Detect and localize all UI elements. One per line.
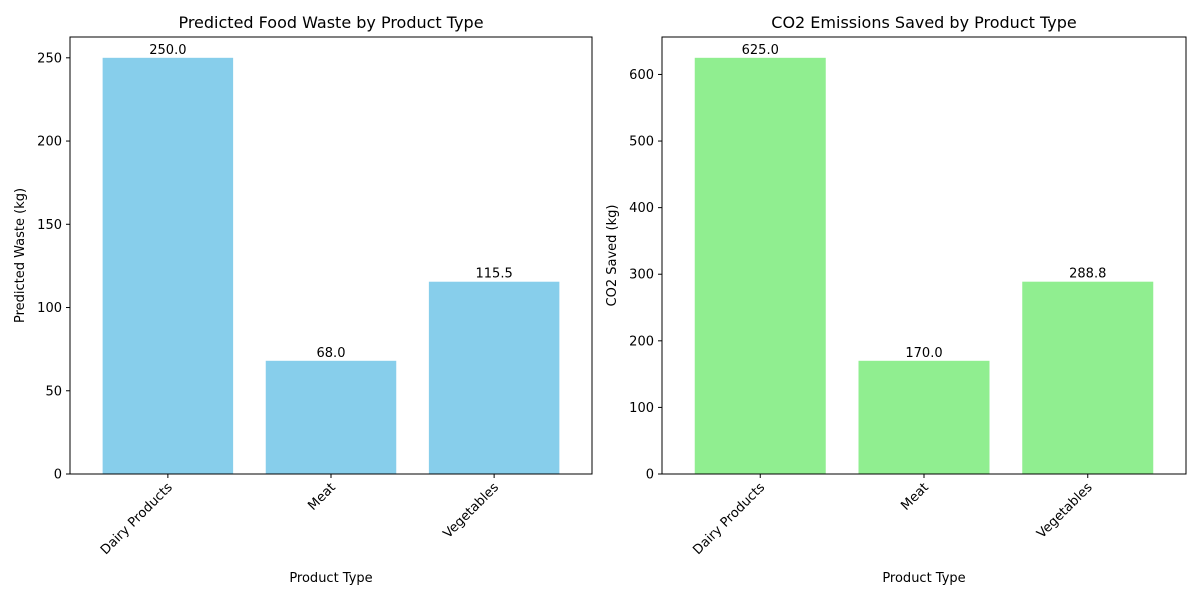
y-tick-label: 200 [629,334,654,349]
x-tick-label: Dairy Products [690,480,768,558]
chart-panel-co2-saved: CO2 Emissions Saved by Product Type Prod… [605,13,1187,586]
bar [428,281,560,474]
data-label: 68.0 [317,346,346,361]
y-tick-label: 250 [37,51,62,66]
x-tick-label: Meat [305,480,338,513]
y-tick-label: 400 [629,201,654,216]
data-label: 170.0 [905,346,942,361]
chart-title: CO2 Emissions Saved by Product Type [771,13,1076,32]
x-tick-label: Dairy Products [98,480,176,558]
data-label: 625.0 [742,43,779,58]
bar [1022,281,1154,474]
chart-title: Predicted Food Waste by Product Type [178,13,483,32]
y-axis-label: CO2 Saved (kg) [605,205,620,307]
x-axis-label: Product Type [289,571,372,586]
data-label: 115.5 [476,267,513,282]
y-tick-label: 100 [629,401,654,416]
x-axis-label: Product Type [882,571,965,586]
y-tick-label: 500 [629,135,654,150]
y-tick-label: 0 [54,468,62,483]
y-tick-label: 150 [37,218,62,233]
bar [102,57,234,475]
y-tick-label: 100 [37,301,62,316]
data-label: 250.0 [149,43,186,58]
y-tick-label: 0 [646,468,654,483]
y-tick-label: 50 [45,384,62,399]
bar [858,360,990,474]
x-tick-label: Vegetables [441,480,503,542]
x-tick-label: Vegetables [1034,480,1096,542]
y-axis-label: Predicted Waste (kg) [13,188,28,323]
y-tick-label: 200 [37,135,62,150]
bar [265,360,397,474]
y-tick-label: 300 [629,268,654,283]
bar [694,57,826,475]
chart-panel-food-waste: Predicted Food Waste by Product Type Pro… [13,13,593,586]
y-tick-label: 600 [629,68,654,83]
data-label: 288.8 [1069,267,1106,282]
x-tick-label: Meat [898,480,931,513]
